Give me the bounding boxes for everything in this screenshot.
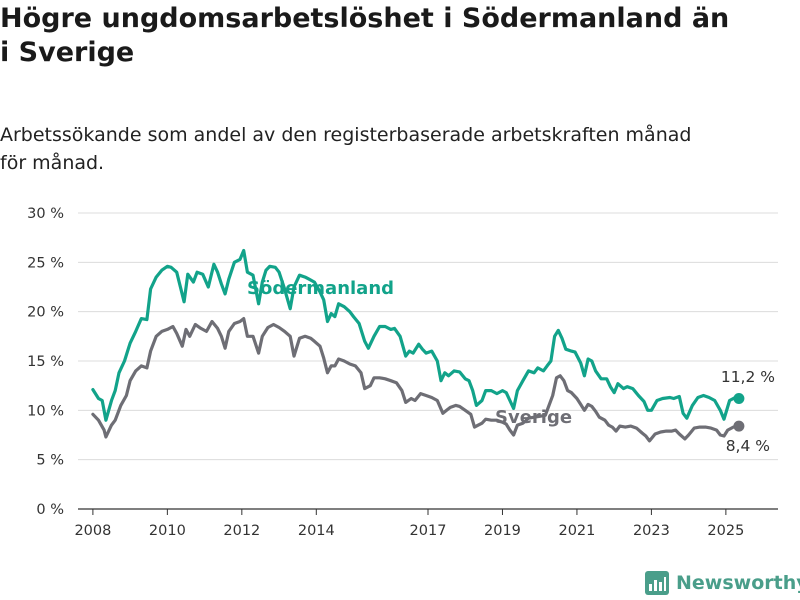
chart-subtitle-line-2: för månad. xyxy=(0,152,105,174)
series-line-sverige xyxy=(91,317,741,443)
x-tick-label: 2017 xyxy=(410,523,447,539)
x-tick-label: 2023 xyxy=(633,523,670,539)
y-tick-label: 0 % xyxy=(36,502,64,518)
y-tick-label: 10 % xyxy=(27,403,64,419)
chart-title-line-2: i Sverige xyxy=(0,37,135,68)
x-tick-label: 2014 xyxy=(298,523,335,539)
x-tick-label: 2010 xyxy=(149,523,186,539)
y-tick-label: 15 % xyxy=(27,354,64,370)
x-tick-label: 2012 xyxy=(223,523,260,539)
newsworthy-bar-chart-icon xyxy=(645,571,669,595)
end-value-sodermanland: 11,2 % xyxy=(721,368,775,386)
chart-title: Högre ungdomsarbetslöshet i Södermanland… xyxy=(0,2,800,70)
x-tick-label: 2008 xyxy=(74,523,111,539)
brand-name: Newsworthy xyxy=(676,572,800,594)
chart-subtitle-line-1: Arbetssökande som andel av den registerb… xyxy=(0,124,692,146)
series-label-sverige: Sverige xyxy=(495,407,572,428)
x-tick-label: 2025 xyxy=(707,523,744,539)
y-tick-label: 25 % xyxy=(27,255,64,271)
y-tick-label: 30 % xyxy=(27,206,64,222)
brand-logo: Newsworthy xyxy=(645,569,800,597)
series-end-point xyxy=(733,392,745,404)
end-value-sverige: 8,4 % xyxy=(726,437,770,455)
series-label-sodermanland: Södermanland xyxy=(247,278,394,299)
y-tick-label: 20 % xyxy=(27,305,64,321)
series-line-södermanland xyxy=(91,248,741,422)
chart-title-line-1: Högre ungdomsarbetslöshet i Södermanland… xyxy=(0,3,730,34)
x-tick-label: 2019 xyxy=(484,523,521,539)
x-tick-label: 2021 xyxy=(558,523,595,539)
y-tick-label: 5 % xyxy=(36,453,64,469)
chart-subtitle: Arbetssökande som andel av den registerb… xyxy=(0,121,800,177)
series-end-point xyxy=(733,420,745,432)
